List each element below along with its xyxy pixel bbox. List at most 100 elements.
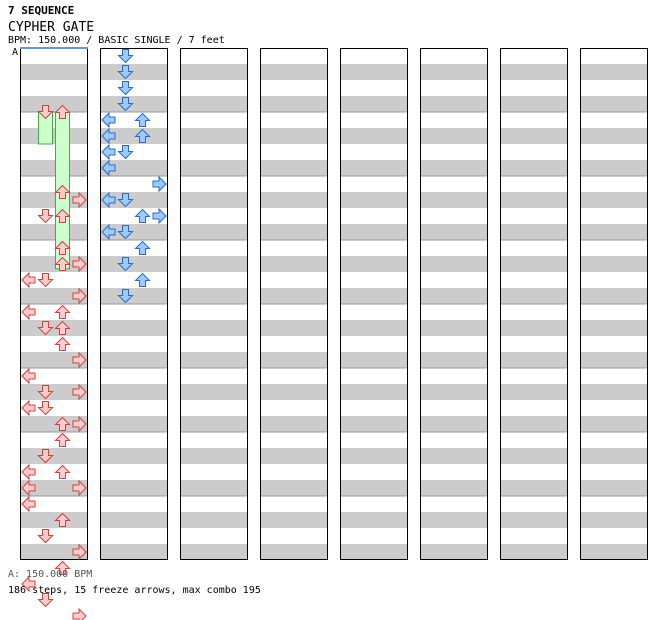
beat-stripe [20,160,88,176]
beat-stripe [420,256,488,272]
chart-column [100,48,168,560]
step-arrow-left [101,191,116,209]
beat-stripe [420,416,488,432]
beat-stripe [260,320,328,336]
step-arrow-left [101,159,116,177]
beat-stripe [580,160,648,176]
beat-stripe [340,384,408,400]
beat-stripe [420,544,488,560]
beat-stripe [260,416,328,432]
beat-stripe [260,96,328,112]
beat-stripe [420,320,488,336]
beat-stripe [420,480,488,496]
step-arrow-right [72,191,87,209]
beat-stripe [580,256,648,272]
beat-stripe [20,544,88,560]
beat-stripe [100,64,168,80]
beat-stripe [100,128,168,144]
beat-stripe [260,512,328,528]
step-arrow-right [152,175,167,193]
beat-stripe [20,448,88,464]
beat-stripe [180,512,248,528]
step-arrow-down [37,593,54,608]
beat-stripe [260,128,328,144]
beat-stripe [20,256,88,272]
chart-column [180,48,248,560]
step-arrow-up [54,432,71,447]
step-arrow-down [37,449,54,464]
step-arrow-up [54,336,71,351]
step-arrow-left [21,399,36,417]
beat-stripe [260,448,328,464]
beat-stripe [260,544,328,560]
bpm-note: A: 150.000 BPM [8,569,93,580]
beat-stripe [20,416,88,432]
beat-stripe [420,96,488,112]
beat-stripe [500,416,568,432]
beat-stripe [100,96,168,112]
beat-stripe [100,544,168,560]
beat-stripe [500,512,568,528]
chart-stats: 186 steps, 15 freeze arrows, max combo 1… [8,585,261,596]
step-arrow-left [21,463,36,481]
chart-column [260,48,328,560]
step-arrow-down [117,225,134,240]
step-arrow-down [117,49,134,64]
beat-stripe [100,320,168,336]
step-arrow-up [54,560,71,575]
beat-stripe [580,128,648,144]
beat-stripe [340,480,408,496]
beat-stripe [340,512,408,528]
beat-stripe [100,256,168,272]
beat-stripe [20,64,88,80]
step-arrow-up [54,256,71,271]
step-arrow-up [54,320,71,335]
beat-stripe [420,512,488,528]
beat-stripe [180,384,248,400]
beat-stripe [100,480,168,496]
beat-stripe [20,320,88,336]
step-arrow-down [37,273,54,288]
beat-stripe [100,448,168,464]
beat-stripe [500,384,568,400]
beat-stripe [20,512,88,528]
step-arrow-up [54,208,71,223]
beat-stripe [260,352,328,368]
beat-stripe [340,128,408,144]
beat-stripe [180,448,248,464]
beat-stripe [420,288,488,304]
step-arrow-right [72,415,87,433]
step-arrow-left [101,111,116,129]
beat-stripe [180,192,248,208]
beat-stripe [580,448,648,464]
beat-stripe [340,256,408,272]
beat-stripe [340,96,408,112]
step-arrow-right [152,207,167,225]
step-arrow-left [101,223,116,241]
beat-stripe [420,64,488,80]
beat-stripe [20,192,88,208]
step-arrow-right [72,479,87,497]
beat-stripe [500,448,568,464]
step-arrow-down [117,289,134,304]
step-arrow-up [54,512,71,527]
step-arrow-left [21,575,36,593]
beat-stripe [500,256,568,272]
beat-stripe [260,256,328,272]
section-marker: A [12,47,19,58]
step-arrow-down [117,257,134,272]
beat-stripe [180,160,248,176]
beat-stripe [340,320,408,336]
step-arrow-down [37,321,54,336]
beat-stripe [500,288,568,304]
step-arrow-right [72,543,87,561]
beat-stripe [500,160,568,176]
beat-stripe [340,448,408,464]
chart-info: BPM: 150.000 / BASIC SINGLE / 7 feet [8,35,225,46]
step-arrow-left [21,495,36,513]
step-arrow-down [37,529,54,544]
step-arrow-up [54,240,71,255]
beat-stripe [20,352,88,368]
beat-stripe [180,352,248,368]
